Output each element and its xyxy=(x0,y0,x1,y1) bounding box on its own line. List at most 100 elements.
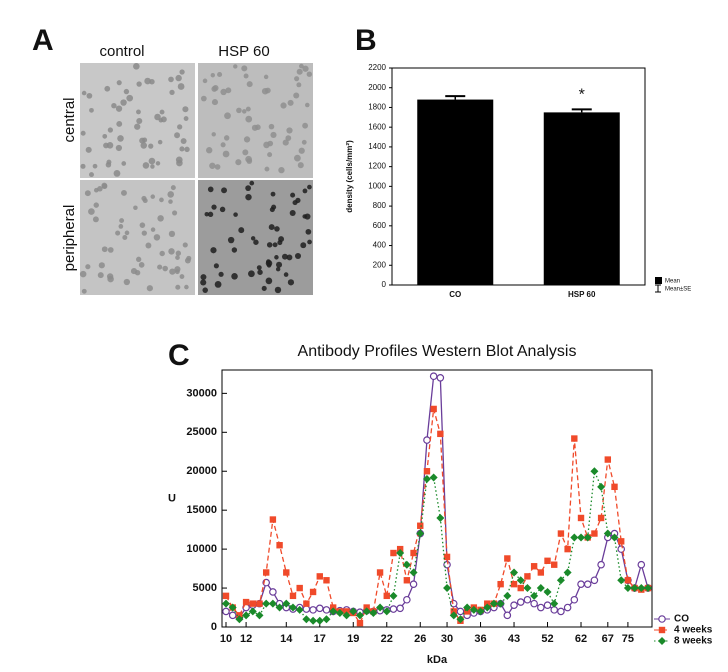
cell-dot xyxy=(141,230,147,236)
cell-dot xyxy=(235,159,242,166)
marker xyxy=(604,456,612,463)
cell-dot xyxy=(294,154,301,162)
marker xyxy=(590,576,599,585)
y-tick-label: 200 xyxy=(373,260,387,269)
cell-dot xyxy=(84,190,91,197)
data-line xyxy=(225,468,648,622)
marker xyxy=(309,606,317,614)
marker xyxy=(524,573,531,580)
marker xyxy=(510,568,519,577)
cell-dot xyxy=(257,269,263,275)
cell-dot xyxy=(267,140,274,147)
cell-dot xyxy=(302,188,308,194)
marker xyxy=(537,603,545,612)
y-axis-label: density (cells/mm²) xyxy=(345,140,354,213)
cell-dot xyxy=(140,142,148,149)
cell-dot xyxy=(155,161,161,166)
marker xyxy=(496,599,505,608)
cell-dot xyxy=(170,185,176,191)
marker xyxy=(523,584,532,593)
marker xyxy=(315,604,324,613)
marker xyxy=(355,611,364,620)
cell-dot xyxy=(233,212,238,217)
annotation: * xyxy=(579,87,585,104)
row-label: central xyxy=(61,97,78,142)
cell-dot xyxy=(202,287,208,293)
cell-dot xyxy=(211,85,218,92)
marker xyxy=(389,605,398,613)
marker xyxy=(235,615,244,624)
cell-dot xyxy=(142,198,148,204)
marker xyxy=(269,588,277,596)
cell-dot xyxy=(179,274,185,279)
micrograph xyxy=(198,63,313,178)
marker xyxy=(296,584,303,592)
marker xyxy=(510,580,518,588)
marker xyxy=(503,611,512,620)
x-tick-label: 30 xyxy=(441,633,453,645)
cell-dot xyxy=(139,222,146,228)
x-tick-label: 19 xyxy=(347,633,359,645)
marker xyxy=(658,637,666,645)
cell-dot xyxy=(245,193,252,201)
y-tick-label: 10000 xyxy=(186,543,217,555)
y-tick-label: 2000 xyxy=(368,83,386,92)
plot-frame xyxy=(391,67,646,286)
cell-dot xyxy=(267,152,273,158)
cell-dot xyxy=(174,269,180,275)
marker xyxy=(329,607,338,616)
cell-dot xyxy=(207,186,214,193)
cell-dot xyxy=(168,248,175,255)
cell-dot xyxy=(142,137,148,143)
x-tick-label: 17 xyxy=(314,633,326,645)
marker xyxy=(637,584,646,593)
x-tick-label: 26 xyxy=(414,633,426,645)
cell-dot xyxy=(214,281,222,288)
marker xyxy=(228,603,237,612)
marker xyxy=(410,549,417,557)
cell-dot xyxy=(93,202,99,208)
cell-dot xyxy=(204,211,209,217)
marker xyxy=(537,569,545,576)
panel-label: C xyxy=(168,339,190,372)
cell-dot xyxy=(148,157,156,165)
marker xyxy=(283,569,290,576)
cell-dot xyxy=(251,124,259,131)
cell-dot xyxy=(214,164,221,170)
y-tick-label: 25000 xyxy=(186,426,217,438)
marker xyxy=(228,611,237,620)
cell-dot xyxy=(169,268,176,275)
cell-dot xyxy=(270,131,277,139)
cell-dot xyxy=(123,278,131,286)
cell-dot xyxy=(184,146,190,153)
error-bar xyxy=(571,108,592,113)
marker xyxy=(557,607,565,616)
marker xyxy=(469,605,478,614)
cell-dot xyxy=(231,273,238,280)
data-line xyxy=(225,408,649,625)
cell-dot xyxy=(245,106,251,112)
marker xyxy=(362,607,371,616)
marker xyxy=(637,560,646,569)
cell-dot xyxy=(280,102,287,109)
marker xyxy=(409,580,418,588)
cell-dot xyxy=(296,82,302,88)
legend-label: CO xyxy=(674,614,689,625)
cell-dot xyxy=(157,215,164,222)
cell-dot xyxy=(119,218,125,224)
cell-dot xyxy=(113,170,121,177)
cell-dot xyxy=(266,242,273,248)
marker xyxy=(423,436,431,444)
marker xyxy=(356,619,364,627)
cell-dot xyxy=(136,81,142,87)
cell-dot xyxy=(121,161,127,166)
x-tick-label: HSP 60 xyxy=(568,290,596,299)
cell-dot xyxy=(300,242,307,249)
micrograph xyxy=(80,180,195,295)
cell-dot xyxy=(256,265,262,271)
cell-dot xyxy=(148,143,154,149)
marker xyxy=(530,591,539,600)
marker xyxy=(583,533,592,542)
cell-dot xyxy=(106,159,112,165)
marker xyxy=(276,542,283,549)
